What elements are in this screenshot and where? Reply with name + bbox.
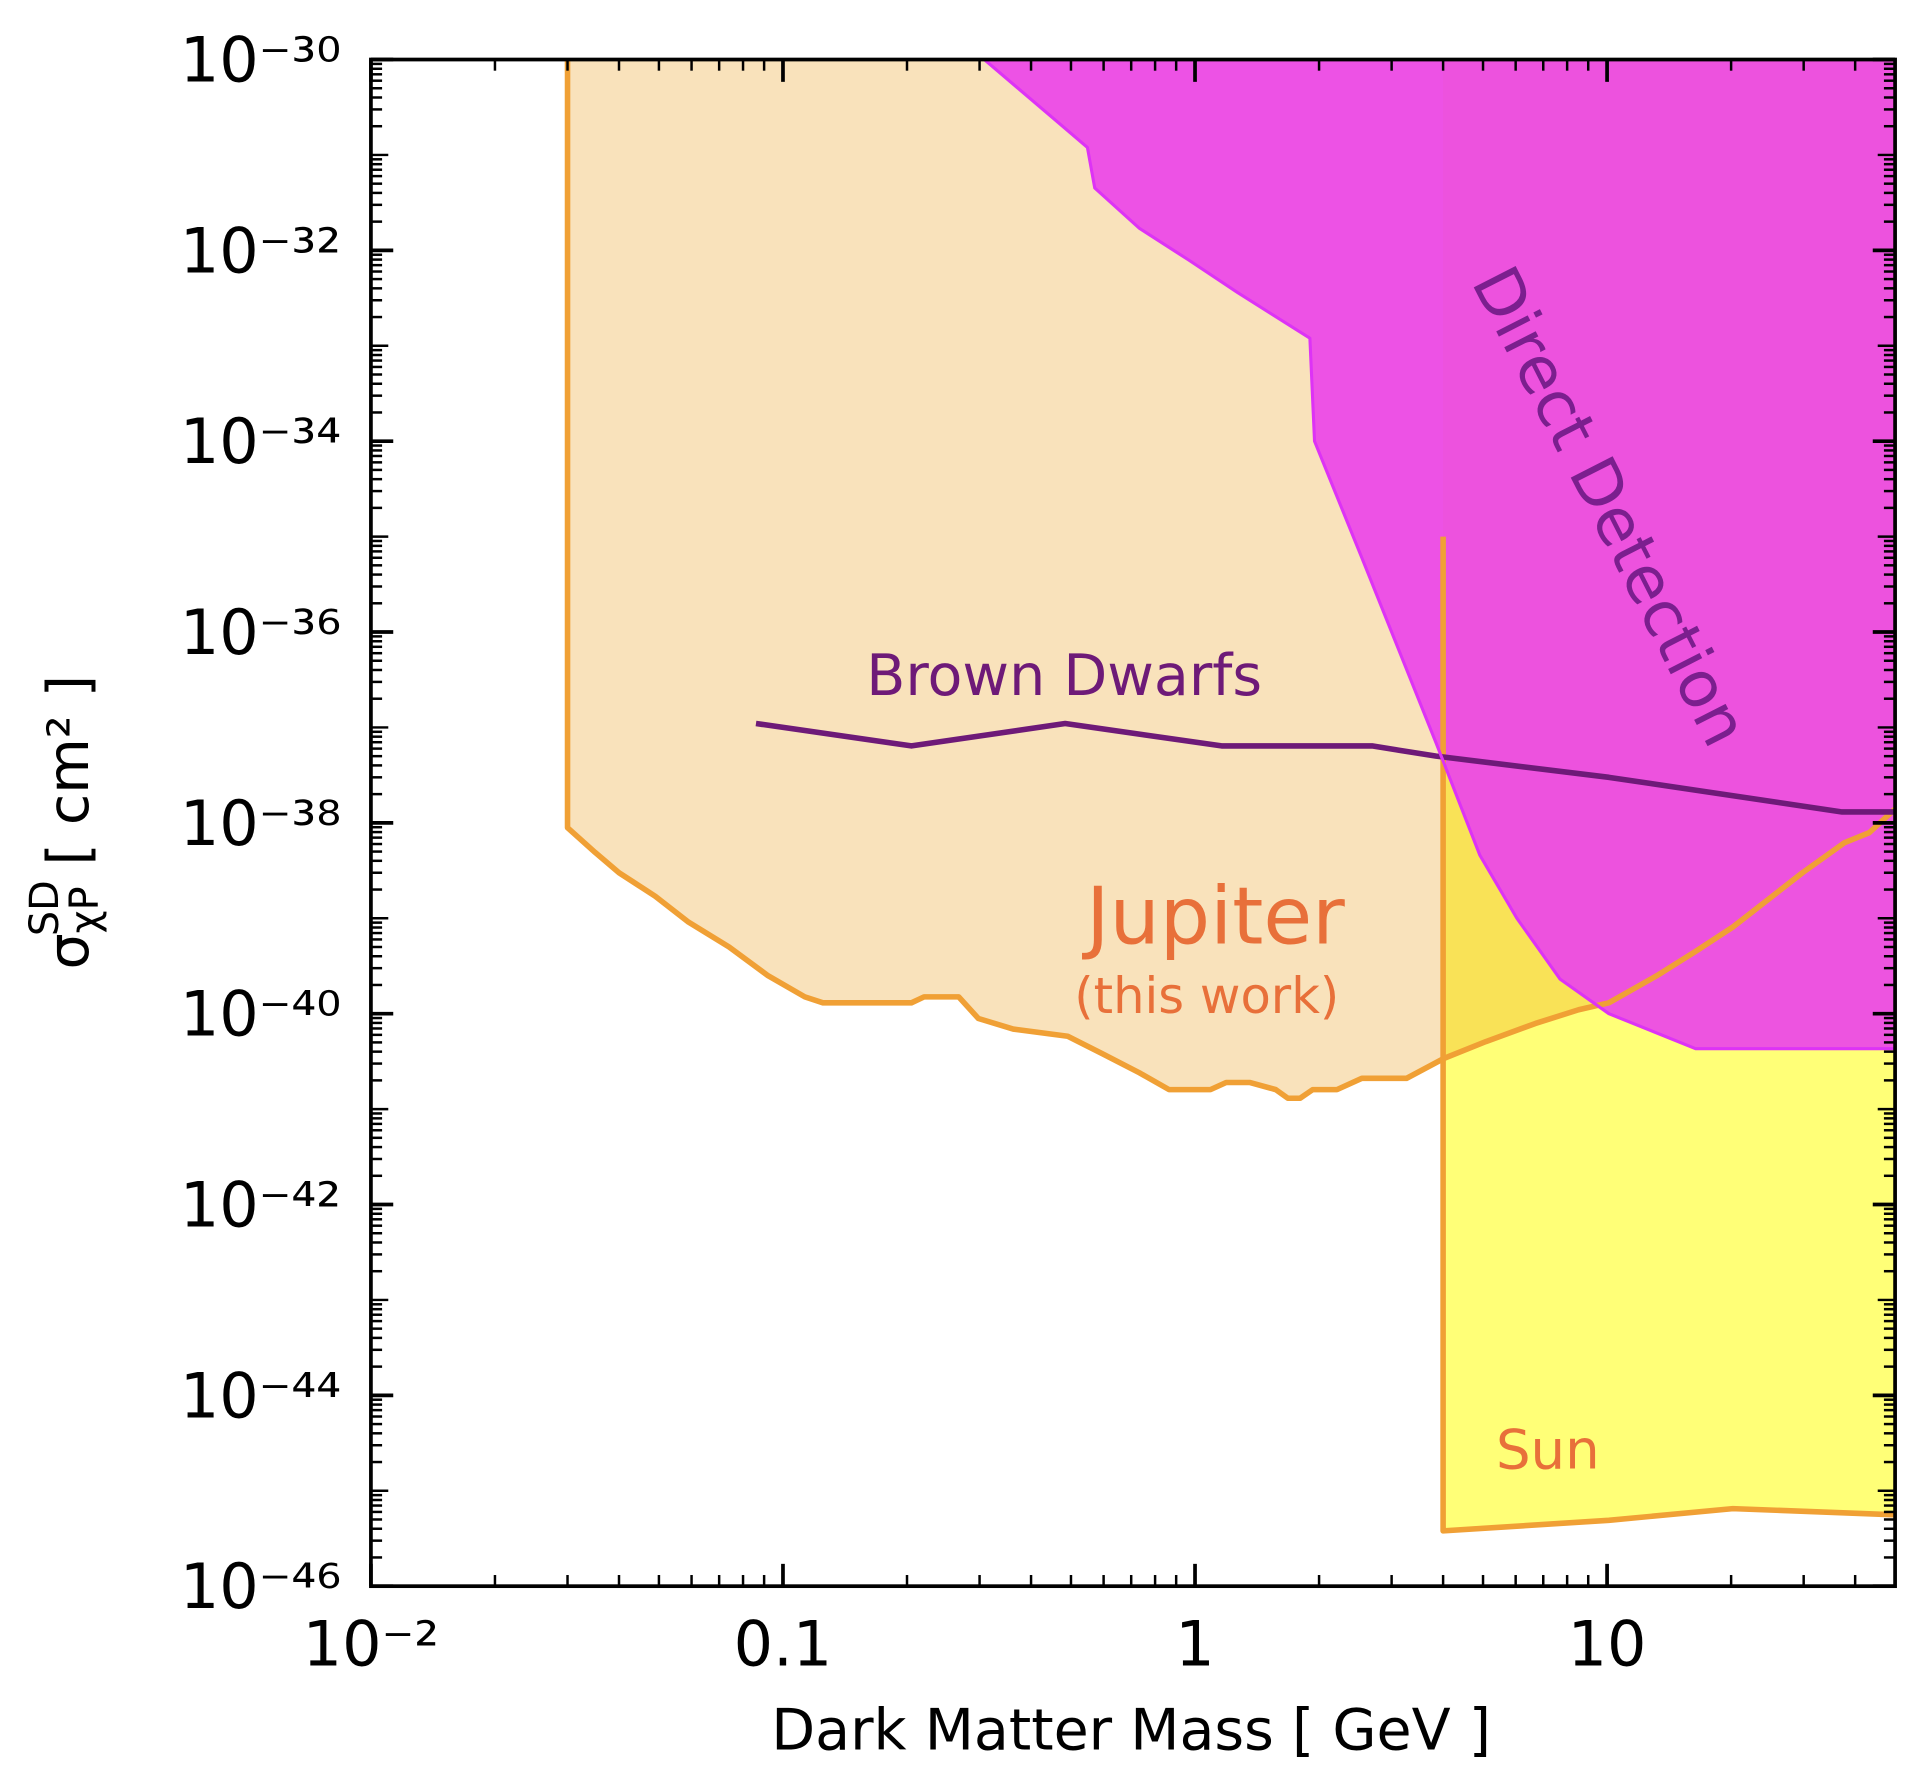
series-annotation: Brown Dwarfs [866,643,1262,709]
area-fill [984,59,1896,1049]
series-layer [564,59,1896,1534]
x-tick-label: 1 [1175,1607,1214,1680]
y-label-subscript: χP [61,887,107,934]
y-tick-label: 10⁻³⁸ [180,787,341,860]
y-tick-label: 10⁻⁴⁰ [180,978,341,1051]
series-annotation: Sun [1496,1418,1600,1482]
y-tick-label: 10⁻⁴² [180,1169,341,1242]
y-axis-label: σχPSD [ cm² ] [22,675,108,970]
series-line [755,720,1896,815]
x-axis-label: Dark Matter Mass [ GeV ] [771,1697,1491,1763]
y-label-unit: [ cm² ] [36,675,102,866]
plot-area [564,59,1896,1534]
x-tick-label: 0.1 [734,1607,833,1680]
series-annotation: Jupiter [1081,869,1345,962]
y-tick-label: 10⁻³⁶ [180,596,341,669]
y-tick-label: 10⁻³² [180,214,341,287]
x-tick-label: 10⁻² [303,1607,439,1680]
y-tick-label: 10⁻³⁰ [180,24,341,97]
y-tick-label: 10⁻³⁴ [180,405,341,478]
series-line [983,59,1896,1051]
series-line [564,59,1896,1102]
series-line [1440,536,1896,1534]
y-tick-label: 10⁻⁴⁶ [180,1550,341,1623]
y-label-superscript: SD [22,880,68,936]
series-note: (this work) [1074,967,1339,1025]
x-tick-label: 10 [1568,1607,1647,1680]
y-tick-label: 10⁻⁴⁴ [180,1359,341,1432]
y-label-symbol: σ [36,933,102,969]
